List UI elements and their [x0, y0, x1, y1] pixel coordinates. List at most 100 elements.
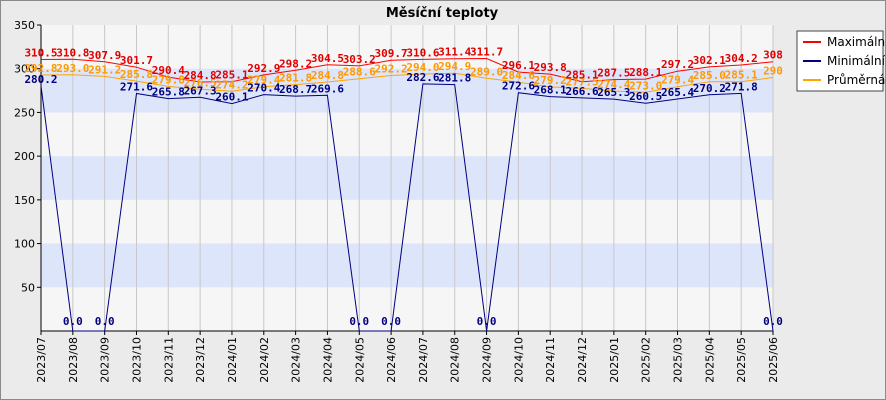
data-label: 0.0 — [381, 315, 401, 328]
data-label: 292.8 — [24, 62, 57, 75]
data-label: 281.8 — [438, 72, 471, 85]
legend-label: Maximální — [827, 35, 885, 49]
data-label: 265.3 — [597, 86, 630, 99]
data-label: 296.1 — [502, 59, 535, 72]
x-tick-label: 2023/07 — [35, 337, 48, 383]
series-line-1 — [40, 83, 774, 332]
data-label: 260.1 — [215, 91, 248, 104]
x-tick-label: 2025/03 — [672, 337, 685, 383]
x-tick-label: 2024/07 — [417, 337, 430, 383]
x-tick-label: 2024/03 — [290, 337, 303, 383]
data-label: 274.4 — [597, 78, 630, 91]
data-label: 310.5 — [24, 47, 57, 60]
data-label: 271.6 — [120, 81, 153, 94]
data-label: 284.8 — [311, 69, 344, 82]
data-label: 271.8 — [725, 80, 758, 93]
legend-label: Průměrná — [827, 73, 885, 87]
data-label: 294.0 — [406, 61, 439, 74]
x-tick-label: 2024/02 — [258, 337, 271, 383]
plot-band — [41, 68, 773, 113]
data-label: 289.0 — [470, 65, 503, 78]
x-tick-label: 2024/04 — [321, 337, 334, 383]
data-label: 303.2 — [343, 53, 376, 66]
data-label: 285.8 — [120, 68, 153, 81]
data-label: 284.8 — [184, 69, 217, 82]
y-tick-label: 50 — [21, 281, 35, 294]
data-label: 285.1 — [565, 69, 598, 82]
data-label: 309.7 — [375, 47, 408, 60]
y-tick-label: 150 — [14, 194, 35, 207]
x-tick-label: 2024/06 — [385, 337, 398, 383]
data-label: 260.5 — [629, 90, 662, 103]
data-label: 274.2 — [215, 78, 248, 91]
data-label: 279.4 — [661, 74, 694, 87]
plot-band — [41, 156, 773, 200]
x-tick-label: 2025/05 — [735, 337, 748, 383]
x-tick-label: 2024/12 — [576, 337, 589, 383]
data-label: 301.7 — [120, 54, 153, 67]
data-label: 288.6 — [343, 66, 376, 79]
series-line-0 — [40, 57, 774, 83]
data-label: 290 — [763, 65, 783, 78]
data-label: 0.0 — [349, 315, 369, 328]
chart-title: Měsíční teploty — [386, 6, 499, 21]
data-label: 287.5 — [597, 67, 630, 80]
data-label: 266.6 — [565, 85, 598, 98]
legend: Maximální Minimální Průměrná — [796, 30, 885, 92]
plot-background — [41, 25, 773, 331]
data-label: 292.9 — [247, 62, 280, 75]
y-tick-label: 100 — [14, 238, 35, 251]
data-label: 272.6 — [502, 80, 535, 93]
data-label: 310.8 — [56, 46, 89, 59]
data-label: 279.4 — [247, 74, 280, 87]
y-tick-label: 300 — [14, 63, 35, 76]
x-tick-label: 2025/04 — [703, 337, 716, 383]
data-label: 311.7 — [470, 46, 503, 59]
series-line-2 — [40, 72, 774, 93]
data-label: 279.2 — [534, 74, 567, 87]
data-label: 281.8 — [279, 72, 312, 85]
data-label: 267.3 — [184, 84, 217, 97]
data-label: 270.2 — [693, 82, 726, 95]
data-label: 311.4 — [438, 46, 471, 59]
data-label: 308 — [763, 49, 783, 62]
data-label: 304.2 — [725, 52, 758, 65]
data-label: 270.4 — [247, 82, 280, 95]
x-tick-label: 2025/01 — [608, 337, 621, 383]
x-tick-label: 2025/06 — [767, 337, 780, 383]
legend-label: Minimální — [827, 54, 885, 68]
x-tick-label: 2024/05 — [353, 337, 366, 383]
data-label: 268.1 — [534, 84, 567, 97]
data-labels: 292.8293.0291.2285.8279.8276.5274.2279.4… — [24, 46, 783, 329]
data-label: 285.0 — [693, 69, 726, 82]
data-label: 279.8 — [152, 73, 185, 86]
x-tick-label: 2023/11 — [162, 337, 175, 383]
data-label: 304.5 — [311, 52, 344, 65]
data-label: 268.7 — [279, 83, 312, 96]
data-label: 265.4 — [661, 86, 694, 99]
series-lines — [40, 57, 774, 332]
data-label: 0.0 — [63, 315, 83, 328]
data-label: 0.0 — [763, 315, 783, 328]
data-label: 285.1 — [725, 69, 758, 82]
data-label: 292.2 — [375, 63, 408, 76]
x-axis: 2023/07 2023/08 2023/09 2023/10 2023/11 2023/… — [35, 330, 780, 383]
x-tick-label: 2023/09 — [99, 337, 112, 383]
data-label: 280.2 — [24, 73, 57, 86]
data-label: 293.0 — [56, 62, 89, 75]
data-label: 273.0 — [629, 79, 662, 92]
y-axis: 50 100 150 200 250 300 350 — [14, 19, 42, 331]
x-tick-label: 2023/08 — [67, 337, 80, 383]
y-tick-label: 350 — [14, 19, 35, 32]
x-tick-label: 2025/02 — [640, 337, 653, 383]
data-label: 307.9 — [88, 49, 121, 62]
data-label: 284.6 — [502, 69, 535, 82]
data-label: 277.5 — [565, 75, 598, 88]
y-tick-label: 200 — [14, 150, 35, 163]
data-label: 282.6 — [406, 71, 439, 84]
x-tick-label: 2023/12 — [194, 337, 207, 383]
data-label: 297.2 — [661, 58, 694, 71]
data-label: 269.6 — [311, 82, 344, 95]
